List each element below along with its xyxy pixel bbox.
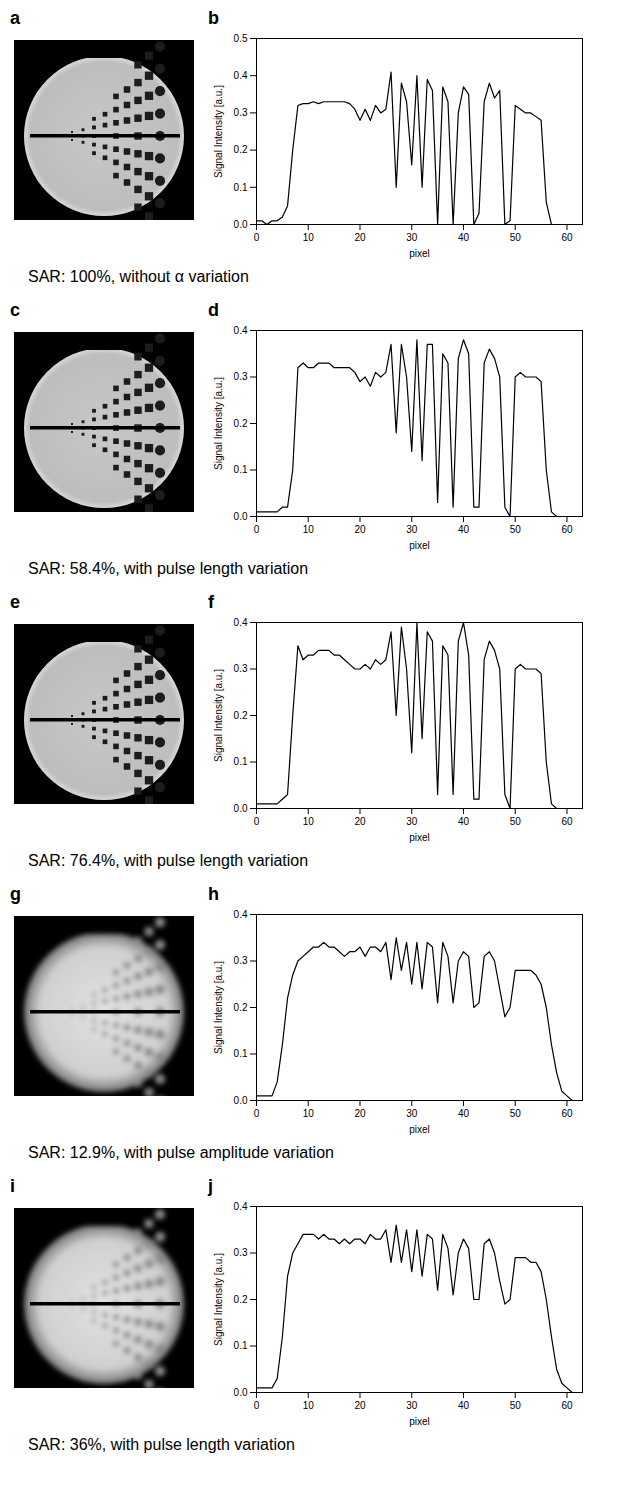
svg-text:0.2: 0.2: [234, 1294, 248, 1305]
svg-text:10: 10: [303, 1400, 315, 1411]
html-text:e: e: [10, 592, 20, 612]
svg-text:50: 50: [510, 1400, 522, 1411]
svg-text:50: 50: [510, 524, 522, 535]
svg-text:0.0: 0.0: [234, 803, 248, 814]
svg-text:50: 50: [510, 816, 522, 827]
html-text:a: a: [10, 8, 20, 28]
svg-text:20: 20: [354, 232, 366, 243]
html-text:g: g: [10, 884, 21, 904]
svg-text:Signal Intensity [a.u.]: Signal Intensity [a.u.]: [213, 1253, 224, 1346]
svg-text:0.2: 0.2: [234, 144, 248, 155]
svg-text:Signal Intensity [a.u.]: Signal Intensity [a.u.]: [213, 961, 224, 1054]
svg-text:pixel: pixel: [409, 832, 430, 843]
svg-text:0: 0: [254, 1400, 260, 1411]
svg-text:0.0: 0.0: [234, 511, 248, 522]
svg-text:0.3: 0.3: [234, 663, 248, 674]
svg-text:20: 20: [354, 524, 366, 535]
svg-text:20: 20: [354, 1108, 366, 1119]
svg-text:0.1: 0.1: [234, 756, 248, 767]
html-text:i: i: [10, 1176, 15, 1196]
svg-text:40: 40: [458, 524, 470, 535]
svg-text:0: 0: [254, 816, 260, 827]
svg-text:60: 60: [561, 524, 573, 535]
svg-text:0.1: 0.1: [234, 464, 248, 475]
svg-text:0.0: 0.0: [234, 1387, 248, 1398]
svg-text:0.3: 0.3: [234, 107, 248, 118]
svg-text:Signal Intensity [a.u.]: Signal Intensity [a.u.]: [213, 377, 224, 470]
svg-text:0.4: 0.4: [234, 1201, 248, 1212]
svg-text:0.3: 0.3: [234, 1247, 248, 1258]
svg-text:10: 10: [303, 816, 315, 827]
html-text:j: j: [208, 1176, 213, 1196]
svg-text:Signal Intensity [a.u.]: Signal Intensity [a.u.]: [213, 669, 224, 762]
svg-text:Signal Intensity [a.u.]: Signal Intensity [a.u.]: [213, 85, 224, 178]
svg-text:40: 40: [458, 1400, 470, 1411]
svg-text:0: 0: [254, 1108, 260, 1119]
svg-text:0.0: 0.0: [234, 1095, 248, 1106]
svg-text:40: 40: [458, 816, 470, 827]
svg-text:20: 20: [354, 816, 366, 827]
html-text:f: f: [208, 592, 214, 612]
svg-text:60: 60: [561, 816, 573, 827]
svg-text:30: 30: [406, 524, 418, 535]
svg-text:60: 60: [561, 1108, 573, 1119]
svg-text:0: 0: [254, 524, 260, 535]
html-text:c: c: [10, 300, 20, 320]
svg-text:30: 30: [406, 1108, 418, 1119]
svg-text:0.1: 0.1: [234, 1340, 248, 1351]
html-text:d: d: [208, 300, 219, 320]
svg-text:50: 50: [510, 1108, 522, 1119]
svg-text:0.4: 0.4: [234, 617, 248, 628]
svg-text:30: 30: [406, 232, 418, 243]
svg-text:60: 60: [561, 232, 573, 243]
svg-text:60: 60: [561, 1400, 573, 1411]
svg-text:0.0: 0.0: [234, 219, 248, 230]
html-text:SAR: 58.4%, with pulse length: SAR: 58.4%, with pulse length variation: [28, 560, 309, 577]
html-text:SAR: 12.9%, with pulse amplitu: SAR: 12.9%, with pulse amplitude variati…: [28, 1144, 334, 1161]
svg-text:pixel: pixel: [409, 1124, 430, 1135]
svg-text:10: 10: [303, 524, 315, 535]
svg-text:30: 30: [406, 816, 418, 827]
svg-text:20: 20: [354, 1400, 366, 1411]
svg-text:40: 40: [458, 1108, 470, 1119]
svg-text:pixel: pixel: [409, 540, 430, 551]
svg-text:0: 0: [254, 232, 260, 243]
svg-text:0.5: 0.5: [234, 33, 248, 44]
html-text:SAR: 100%, without α variation: SAR: 100%, without α variation: [28, 268, 249, 285]
svg-text:0.4: 0.4: [234, 909, 248, 920]
html-text:b: b: [208, 8, 219, 28]
svg-text:0.4: 0.4: [234, 325, 248, 336]
svg-text:0.2: 0.2: [234, 1002, 248, 1013]
svg-text:10: 10: [303, 1108, 315, 1119]
svg-text:0.1: 0.1: [234, 1048, 248, 1059]
svg-text:40: 40: [458, 232, 470, 243]
svg-text:10: 10: [303, 232, 315, 243]
html-text:SAR: 76.4%, with pulse length: SAR: 76.4%, with pulse length variation: [28, 852, 309, 869]
svg-text:pixel: pixel: [409, 1416, 430, 1427]
svg-text:30: 30: [406, 1400, 418, 1411]
html-text:SAR: 36%, with pulse length va: SAR: 36%, with pulse length variation: [28, 1436, 295, 1453]
html-text:h: h: [208, 884, 219, 904]
svg-text:0.2: 0.2: [234, 418, 248, 429]
svg-text:0.3: 0.3: [234, 371, 248, 382]
svg-text:50: 50: [510, 232, 522, 243]
svg-text:0.2: 0.2: [234, 710, 248, 721]
svg-text:0.3: 0.3: [234, 955, 248, 966]
svg-text:0.1: 0.1: [234, 182, 248, 193]
svg-text:pixel: pixel: [409, 248, 430, 259]
svg-text:0.4: 0.4: [234, 70, 248, 81]
